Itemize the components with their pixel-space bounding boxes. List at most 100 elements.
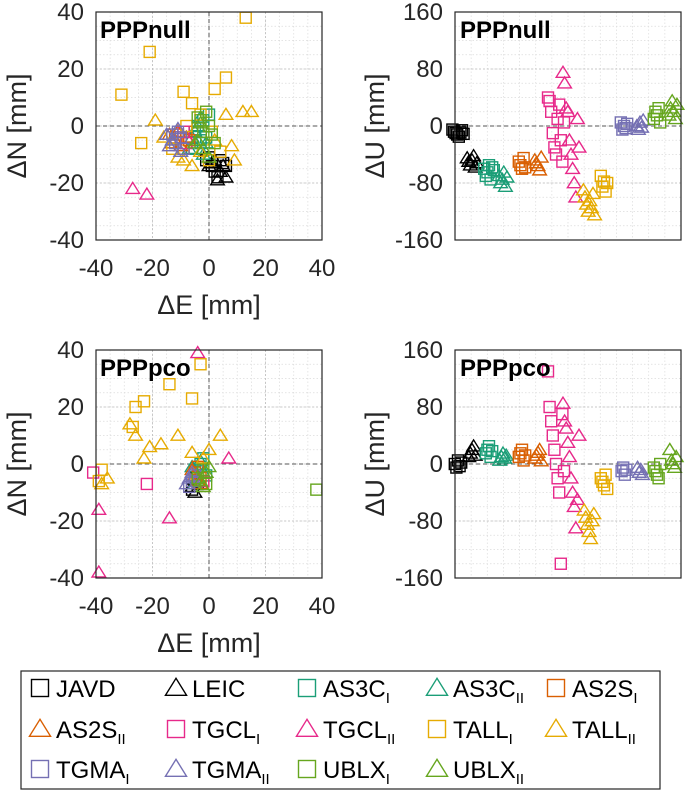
- data-point: [543, 400, 556, 414]
- data-point: [617, 461, 630, 474]
- data-point: [621, 117, 634, 131]
- x-tick-label: -20: [135, 255, 170, 282]
- data-point: [546, 126, 559, 140]
- y-tick-label: 80: [416, 394, 443, 421]
- data-point: [195, 450, 212, 464]
- data-point: [192, 453, 209, 467]
- y-axis-label: ΔN [mm]: [2, 73, 32, 178]
- data-point: [596, 475, 609, 489]
- legend-subscript: II: [516, 690, 524, 707]
- data-point: [554, 557, 567, 570]
- legend-label: TGCLII: [323, 717, 395, 748]
- series-as3c-ii: [491, 445, 515, 466]
- data-point: [161, 510, 178, 524]
- data-point: [556, 155, 569, 168]
- legend-item-ublx-i: UBLXI: [297, 757, 390, 788]
- data-point: [599, 185, 612, 198]
- data-point: [486, 161, 499, 174]
- y-tick-label: 0: [71, 113, 84, 140]
- y-tick-label: -160: [395, 565, 443, 592]
- data-point: [558, 420, 575, 434]
- data-point: [570, 427, 588, 441]
- panel-title: PPPnull: [100, 17, 191, 44]
- data-point: [541, 91, 555, 104]
- data-point: [135, 450, 153, 464]
- data-point: [597, 175, 611, 188]
- series-as2s-ii: [526, 442, 550, 467]
- data-point: [554, 395, 572, 409]
- series-ublx-i: [191, 105, 221, 150]
- legend-marker: [425, 676, 449, 696]
- series-tall-ii: [576, 502, 602, 545]
- data-point: [519, 449, 532, 462]
- data-point: [570, 139, 588, 153]
- y-tick-label: 40: [57, 0, 84, 26]
- data-point: [138, 186, 155, 200]
- data-point: [545, 415, 558, 428]
- data-point: [594, 472, 607, 485]
- x-axis-label: ΔE [mm]: [157, 628, 261, 658]
- legend-item-tall-ii: TALLII: [544, 717, 636, 748]
- panel-3: -40 -20 0 20 40 -40 -20 0 20 40 ΔE [mm] ΔN [mm] PPPp…: [2, 337, 335, 658]
- series-tgcl-ii: [554, 395, 588, 534]
- legend-label: TALLII: [572, 717, 636, 748]
- data-point: [566, 499, 583, 513]
- panel-2: -160 -80 0 80 160 ΔU [mm] PPPnull: [360, 0, 685, 254]
- data-point: [140, 477, 154, 491]
- legend-label: TGMAI: [56, 757, 130, 788]
- y-axis-label: ΔN [mm]: [2, 411, 32, 516]
- data-point: [559, 104, 576, 118]
- x-tick-label: 0: [202, 255, 215, 282]
- data-point: [630, 121, 647, 135]
- series-tall-i: [594, 169, 614, 198]
- y-tick-label: 80: [416, 56, 443, 83]
- data-point: [553, 486, 566, 499]
- data-point: [486, 444, 499, 458]
- data-point: [143, 45, 156, 59]
- data-point: [211, 171, 224, 184]
- legend-marker: [30, 759, 50, 779]
- data-point: [632, 462, 649, 476]
- data-point: [514, 447, 527, 460]
- data-point: [134, 136, 148, 150]
- y-tick-label: -80: [408, 170, 443, 197]
- data-point: [667, 111, 684, 125]
- data-point: [200, 442, 218, 456]
- data-point: [567, 520, 584, 534]
- data-point: [152, 436, 170, 450]
- data-point: [127, 427, 144, 441]
- data-point: [566, 175, 583, 189]
- panel-title: PPPpco: [100, 355, 191, 382]
- legend-item-as2s-ii: AS2SII: [28, 717, 126, 748]
- data-point: [562, 470, 580, 484]
- data-point: [561, 132, 578, 146]
- y-tick-label: -40: [49, 565, 84, 592]
- data-point: [559, 435, 576, 449]
- data-point: [234, 104, 251, 118]
- series-tgcl-ii: [554, 64, 588, 203]
- legend-subscript: I: [633, 690, 637, 707]
- data-point: [220, 450, 237, 464]
- data-point: [217, 169, 235, 183]
- data-point: [208, 82, 221, 96]
- legend-subscript: I: [125, 771, 129, 788]
- data-point: [545, 105, 558, 118]
- legend-label: UBLXII: [453, 757, 524, 788]
- series-ublx-ii: [192, 459, 218, 493]
- series-tgcl-ii: [124, 181, 155, 200]
- data-point: [631, 114, 649, 128]
- data-point: [529, 158, 547, 172]
- legend-label: TALLI: [453, 717, 513, 748]
- data-point: [569, 111, 586, 125]
- legend-marker: [427, 719, 447, 739]
- data-point: [564, 484, 581, 498]
- data-point: [533, 453, 550, 467]
- legend-label: AS2SI: [572, 676, 638, 707]
- data-point: [189, 345, 206, 359]
- data-point: [208, 136, 221, 150]
- data-point: [562, 146, 580, 160]
- data-point: [633, 119, 650, 133]
- data-point: [551, 112, 564, 126]
- legend-item-tgcl-ii: TGCLII: [295, 717, 395, 748]
- series-tall-ii: [575, 182, 603, 221]
